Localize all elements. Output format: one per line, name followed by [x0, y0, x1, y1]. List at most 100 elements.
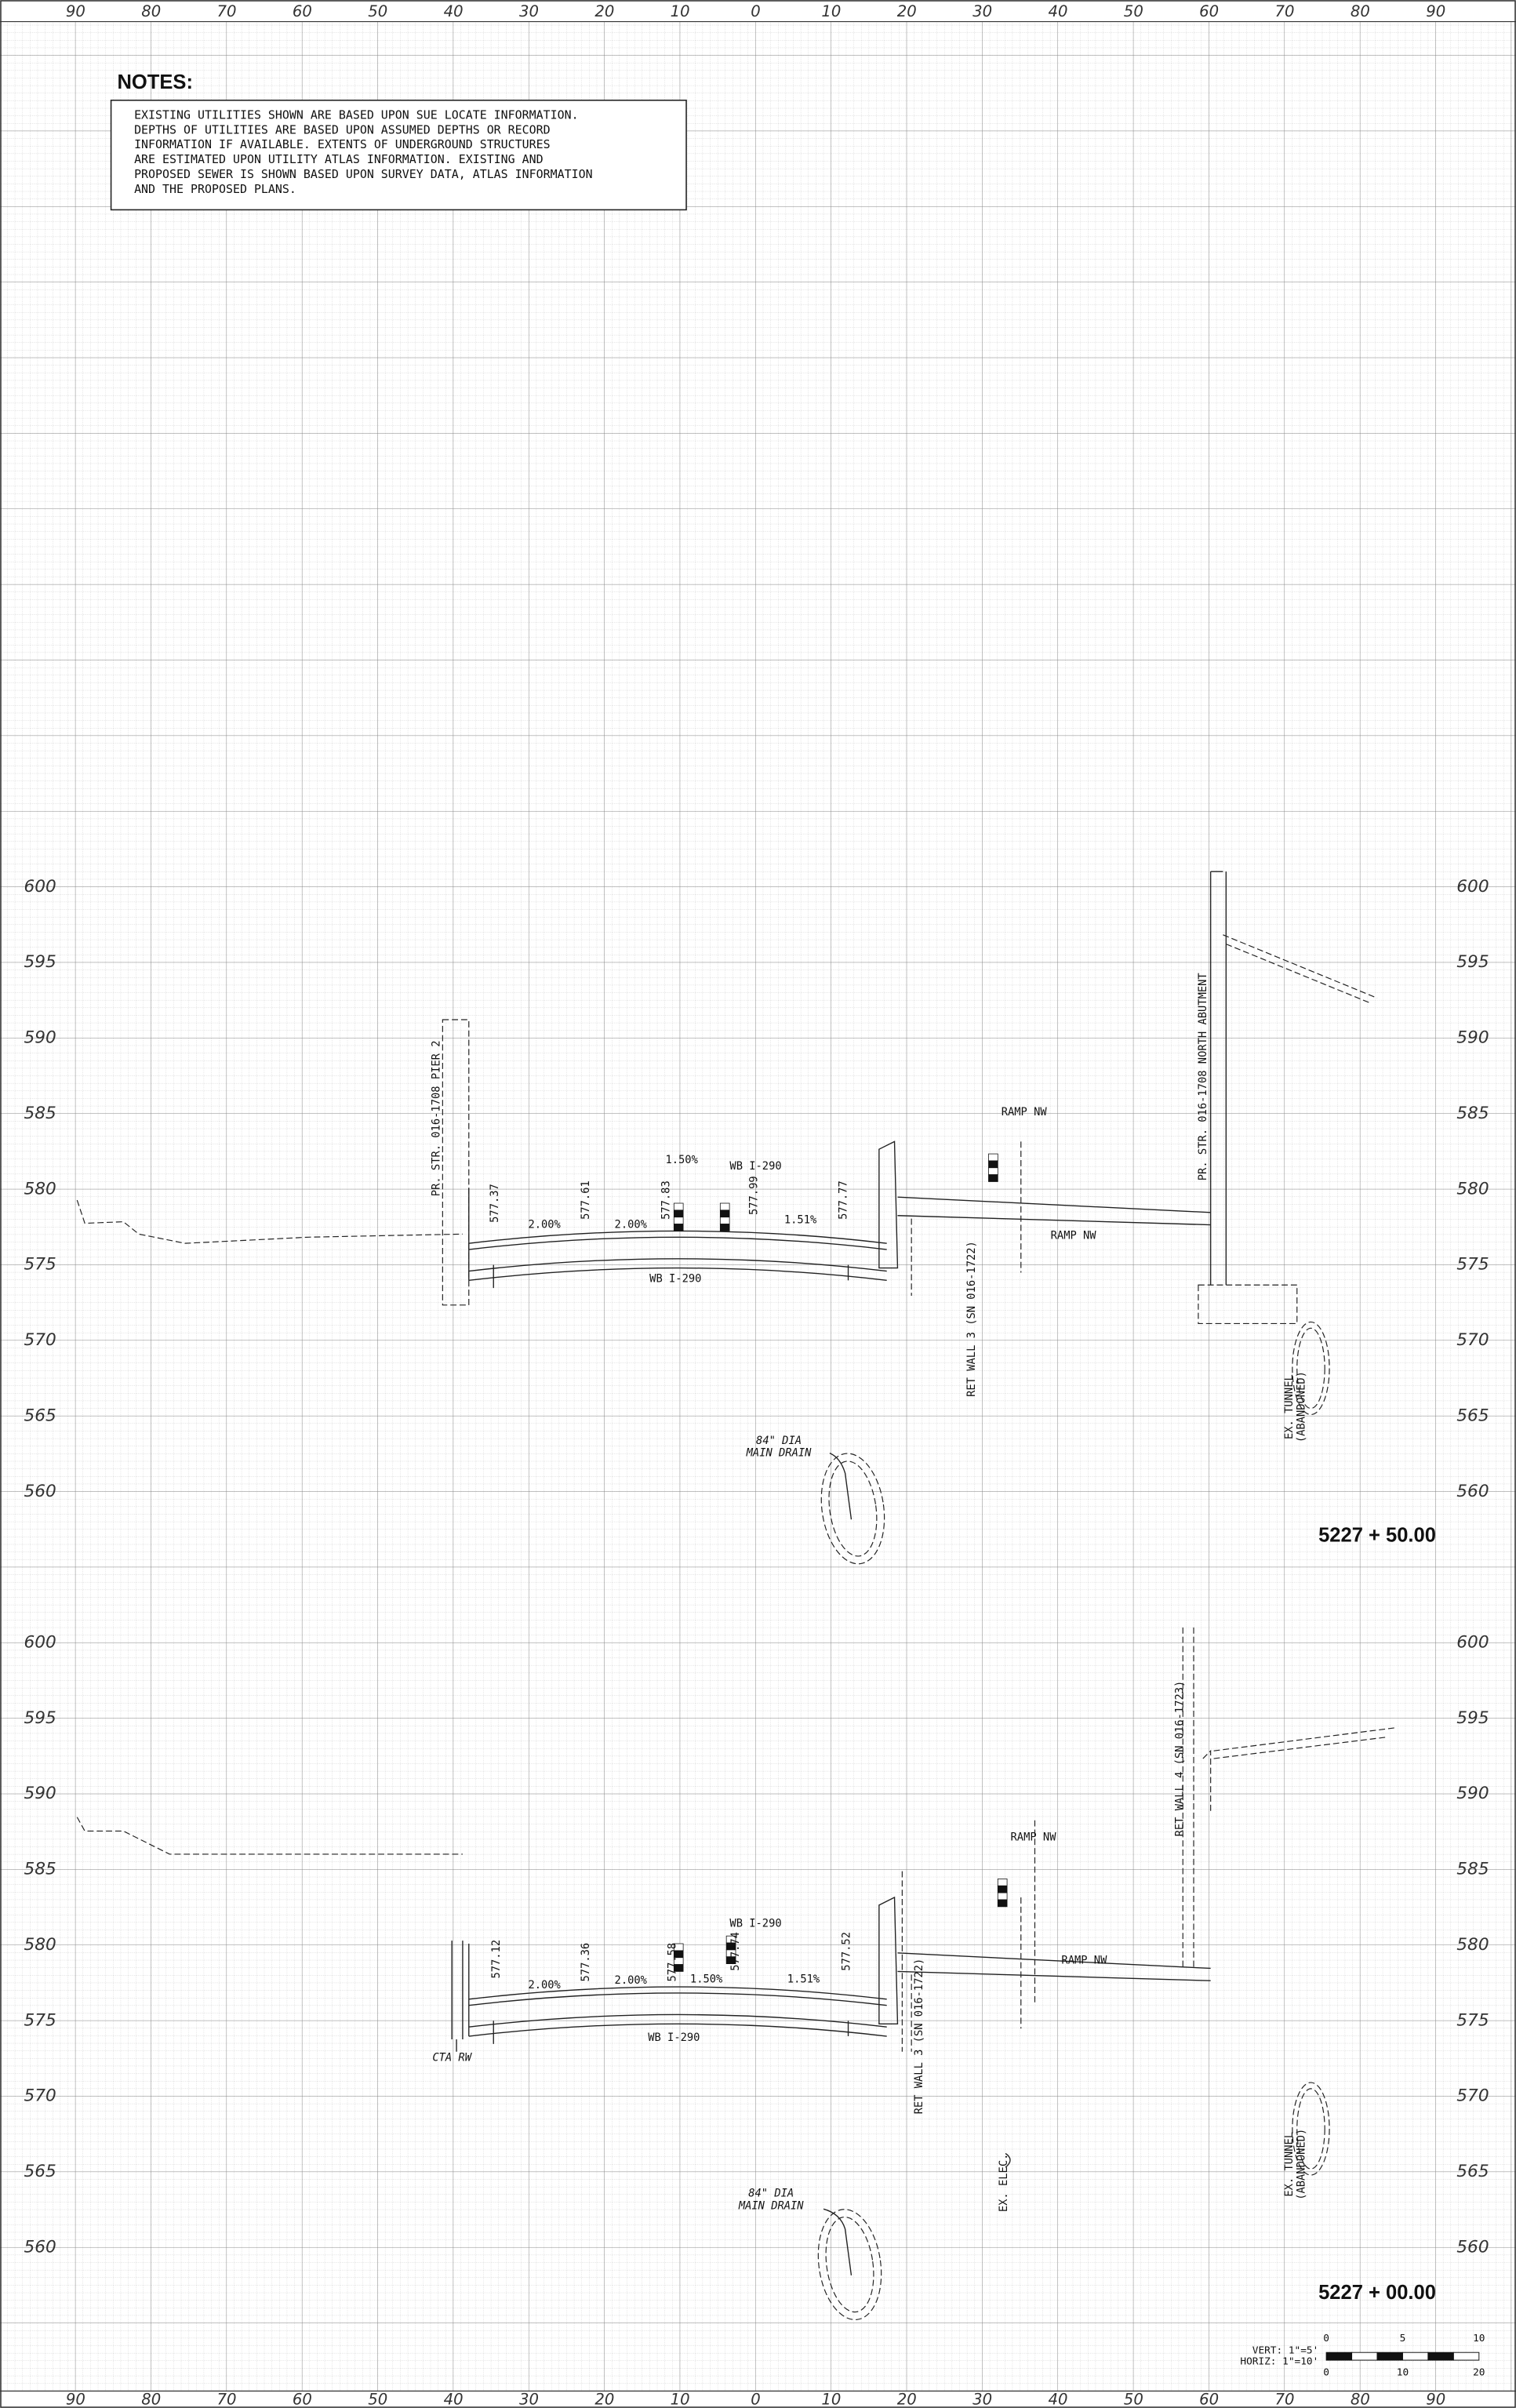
- elevation-label-right: 585: [1456, 1104, 1489, 1123]
- scale-tick-bottom: 10: [1397, 2366, 1409, 2378]
- elevation-label-right: 585: [1456, 1860, 1489, 1879]
- offset-label-top: 70: [1275, 2, 1295, 20]
- section-label: RET WALL 3 (SN 016-1722): [965, 1241, 978, 1397]
- offset-label-bottom: 40: [444, 2391, 464, 2408]
- marker-block: [673, 1224, 684, 1231]
- section-label: RAMP NW: [1061, 1955, 1107, 1967]
- linework: [468, 1258, 887, 1272]
- offset-label-bottom: 90: [1426, 2391, 1445, 2408]
- offset-label-top: 10: [821, 2, 841, 20]
- main-drain-inner: [825, 2216, 874, 2313]
- linework: [76, 1817, 463, 1855]
- elevation-label-left: 575: [24, 2010, 56, 2030]
- elevation-label-left: 580: [24, 1179, 56, 1199]
- scale-tick-bottom: 20: [1473, 2366, 1485, 2378]
- tunnel: [1292, 1321, 1330, 1416]
- offset-label-bottom: 30: [972, 2391, 992, 2408]
- linework: [468, 1236, 887, 1250]
- offset-label-bottom: 90: [66, 2391, 85, 2408]
- marker-block: [997, 1879, 1008, 1886]
- marker-block: [988, 1167, 998, 1176]
- section-label: RAMP NW: [1051, 1229, 1097, 1242]
- section-label: 84" DIA: [748, 2188, 794, 2200]
- section-label: MAIN DRAIN: [746, 1447, 812, 1460]
- linework: [1182, 1627, 1212, 1967]
- elevation-label-right: 575: [1456, 1255, 1489, 1275]
- linework: [1209, 871, 1227, 1286]
- notes-title: NOTES:: [117, 71, 193, 93]
- section-label: WB I-290: [729, 1917, 781, 1930]
- marker-block: [988, 1160, 998, 1169]
- section-label: RET WALL 4 (SN 016-1723): [1173, 1681, 1186, 1837]
- section-label: 577.61: [580, 1180, 592, 1220]
- section-label: CTA RW: [432, 2052, 472, 2064]
- elevation-label-right: 560: [1456, 2237, 1489, 2257]
- section-label: 577.12: [490, 1940, 503, 1979]
- section-label: RAMP NW: [1002, 1106, 1048, 1119]
- offset-label-top: 40: [444, 2, 464, 20]
- scale-block: [1351, 2352, 1378, 2361]
- marker-block: [988, 1153, 998, 1162]
- section-label: RAMP NW: [1011, 1831, 1057, 1843]
- elevation-label-left: 595: [24, 952, 56, 972]
- offset-label-top: 10: [671, 2, 690, 20]
- section-label: 577.52: [841, 1932, 853, 1971]
- elevation-label-right: 580: [1456, 1179, 1489, 1199]
- main-drain: [820, 1453, 885, 1565]
- section-label: (ABANDONED): [1296, 2129, 1308, 2200]
- notes: NOTES:: [110, 71, 687, 211]
- elevation-label-right: 600: [1456, 1633, 1489, 1653]
- linework: [451, 1941, 464, 2052]
- offset-label-bottom: 30: [519, 2391, 539, 2408]
- marker-block: [673, 1217, 684, 1224]
- marker-block: [673, 1209, 684, 1218]
- section-label: EX. TUNNEL: [1283, 1374, 1296, 1439]
- elevation-label-left: 560: [24, 2237, 56, 2257]
- section-label: 2.00%: [615, 1219, 648, 1231]
- elevation-label-right: 590: [1456, 1028, 1489, 1048]
- offset-label-bottom: 10: [821, 2391, 841, 2408]
- offset-label-bottom: 40: [1048, 2391, 1067, 2408]
- linework: [76, 1199, 463, 1244]
- elevation-label-left: 600: [24, 877, 56, 897]
- marker-block: [719, 1202, 730, 1211]
- offset-label-top: 20: [594, 2, 614, 20]
- station-label: 5227 + 00.00: [1318, 2282, 1436, 2304]
- linework: [468, 2013, 887, 2028]
- section-label: 1.51%: [787, 1973, 820, 1985]
- elevation-label-left: 570: [24, 2086, 56, 2106]
- elevation-label-right: 560: [1456, 1482, 1489, 1501]
- marker-block: [719, 1224, 730, 1231]
- offset-label-top: 80: [141, 2, 161, 20]
- section-label: 577.37: [489, 1184, 501, 1223]
- offset-label-top: 0: [751, 2, 761, 20]
- elevation-label-left: 585: [24, 1104, 56, 1123]
- offset-label-bottom: 80: [1351, 2391, 1370, 2408]
- linework: [911, 1141, 1022, 1297]
- marker-block: [673, 1964, 684, 1972]
- section-label: 1.50%: [690, 1973, 723, 1985]
- section-label: PR. STR. 016-1708 NORTH ABUTMENT: [1197, 973, 1209, 1180]
- scale-block: [1452, 2352, 1480, 2361]
- offset-label-bottom: 10: [671, 2391, 690, 2408]
- offset-label-bottom: 60: [293, 2391, 312, 2408]
- tunnel-inner: [1296, 2088, 1325, 2170]
- marker-block: [997, 1892, 1008, 1901]
- offset-label-bottom: 20: [897, 2391, 917, 2408]
- linework: [1223, 934, 1378, 1003]
- elevation-label-left: 565: [24, 1406, 56, 1425]
- linework: [468, 1267, 887, 1282]
- scale-tick-top: 5: [1400, 2333, 1406, 2344]
- scale-block: [1376, 2352, 1403, 2361]
- linework: [1213, 1727, 1396, 1759]
- section-label: RET WALL 3 (SN 016-1722): [913, 1959, 925, 2115]
- linework: [897, 1196, 1211, 1226]
- major-grid: [0, 21, 1516, 2392]
- marker-block: [988, 1174, 998, 1182]
- scale-block: [1325, 2352, 1353, 2361]
- linework: [468, 2023, 887, 2037]
- tunnel-inner: [1296, 1327, 1325, 1410]
- section-label: 84" DIA: [756, 1435, 802, 1447]
- section-label: 2.00%: [615, 1974, 648, 1987]
